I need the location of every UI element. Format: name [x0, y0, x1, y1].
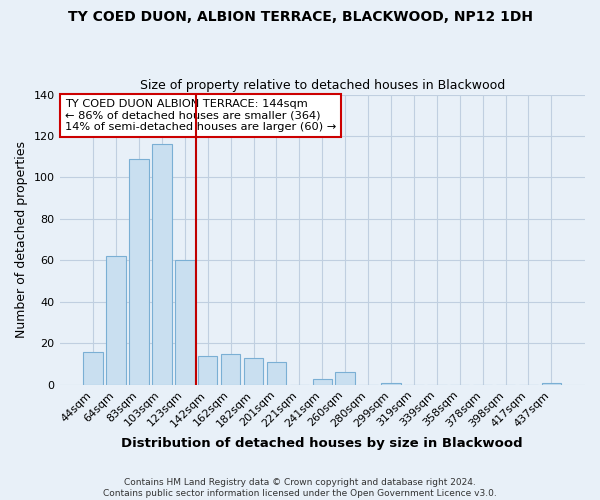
- Bar: [129, 159, 149, 385]
- Bar: [542, 383, 561, 385]
- Bar: [381, 383, 401, 385]
- Bar: [267, 362, 286, 385]
- Bar: [335, 372, 355, 385]
- Bar: [152, 144, 172, 385]
- Bar: [244, 358, 263, 385]
- Bar: [106, 256, 126, 385]
- Bar: [313, 378, 332, 385]
- Text: Contains HM Land Registry data © Crown copyright and database right 2024.
Contai: Contains HM Land Registry data © Crown c…: [103, 478, 497, 498]
- X-axis label: Distribution of detached houses by size in Blackwood: Distribution of detached houses by size …: [121, 437, 523, 450]
- Bar: [221, 354, 241, 385]
- Bar: [198, 356, 217, 385]
- Title: Size of property relative to detached houses in Blackwood: Size of property relative to detached ho…: [140, 79, 505, 92]
- Text: TY COED DUON ALBION TERRACE: 144sqm
← 86% of detached houses are smaller (364)
1: TY COED DUON ALBION TERRACE: 144sqm ← 86…: [65, 99, 336, 132]
- Bar: [175, 260, 194, 385]
- Y-axis label: Number of detached properties: Number of detached properties: [15, 141, 28, 338]
- Bar: [83, 352, 103, 385]
- Text: TY COED DUON, ALBION TERRACE, BLACKWOOD, NP12 1DH: TY COED DUON, ALBION TERRACE, BLACKWOOD,…: [67, 10, 533, 24]
